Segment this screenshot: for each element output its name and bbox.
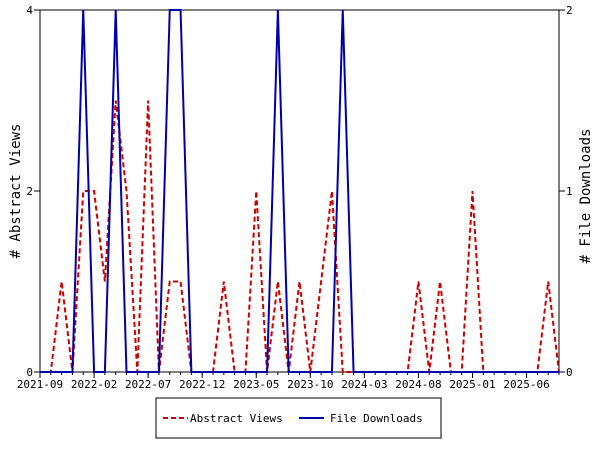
x-tick-label: 2022-02 — [71, 378, 117, 391]
series-line-file-downloads — [40, 9, 559, 373]
x-tick-label: 2022-12 — [179, 378, 225, 391]
x-tick-label: 2025-06 — [503, 378, 549, 391]
x-tick-label: 2023-05 — [233, 378, 279, 391]
x-tick-label: 2023-10 — [287, 378, 333, 391]
legend-label-abstract-views: Abstract Views — [190, 412, 283, 425]
x-tick-label: 2025-01 — [449, 378, 495, 391]
y2-tick-label: 2 — [566, 4, 573, 17]
series-line-abstract-views — [40, 100, 560, 373]
y-tick-label: 4 — [26, 4, 33, 17]
y-axis-label: # Abstract Views — [8, 124, 24, 259]
x-tick-label: 2022-07 — [125, 378, 171, 391]
y2-tick-label: 0 — [566, 366, 573, 379]
x-tick-label: 2021-09 — [17, 378, 63, 391]
legend: Abstract Views File Downloads — [155, 397, 442, 439]
y-tick-label: 2 — [26, 185, 33, 198]
x-tick-label: 2024-08 — [395, 378, 441, 391]
y2-axis-label: # File Downloads — [578, 129, 594, 264]
legend-label-file-downloads: File Downloads — [330, 412, 423, 425]
x-tick-label: 2024-03 — [341, 378, 387, 391]
y2-tick-label: 1 — [566, 185, 573, 198]
y-tick-label: 0 — [26, 366, 33, 379]
legend-box — [155, 397, 442, 439]
